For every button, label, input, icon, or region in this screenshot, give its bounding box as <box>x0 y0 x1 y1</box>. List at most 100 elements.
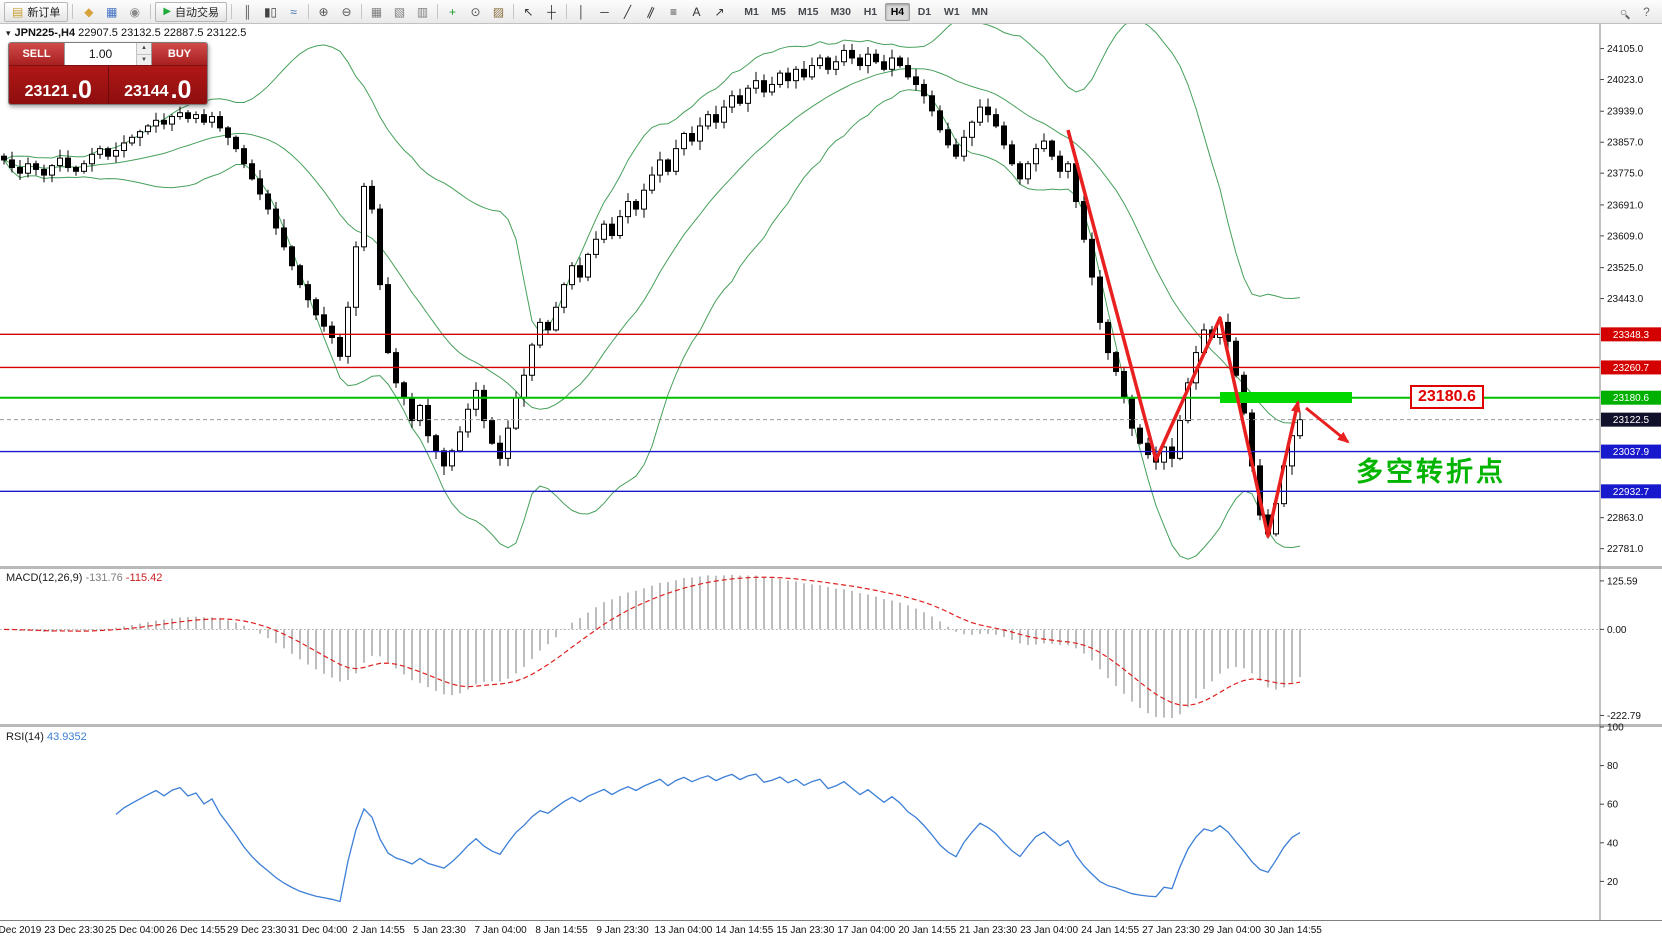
cursor-button[interactable]: ↖ <box>517 2 540 22</box>
timeframe-mn[interactable]: MN <box>967 3 993 21</box>
price-level-label: 23037.9 <box>1613 447 1650 458</box>
time-axis-label: 8 Jan 14:55 <box>535 925 588 936</box>
zoom-in-button[interactable]: ⊕ <box>312 2 335 22</box>
candlestick-chart-button[interactable]: ▮▯ <box>259 2 282 22</box>
horizontal-line-button[interactable]: ─ <box>593 2 616 22</box>
sell-button[interactable]: SELL <box>9 43 64 65</box>
timeframe-h4[interactable]: H4 <box>884 2 910 21</box>
time-axis-label: 15 Jan 23:30 <box>776 925 835 936</box>
chart-ohlc-header: ▾ JPN225-,H4 22907.5 23132.5 22887.5 2312… <box>6 27 246 39</box>
red-zigzag-arrow[interactable] <box>1066 129 1301 538</box>
bars-chart-button[interactable]: ║ <box>236 2 259 22</box>
arrange-windows-button[interactable]: ▥ <box>411 2 434 22</box>
fibonacci-button[interactable]: ≡ <box>662 2 685 22</box>
rsi-tick: 20 <box>1607 877 1619 888</box>
macd-indicator-label: MACD(12,26,9) -131.76 -115.42 <box>6 572 162 584</box>
channel-icon: ∥ <box>644 3 657 20</box>
price-tick: 23525.0 <box>1607 263 1644 274</box>
price-level-label: 23260.7 <box>1613 363 1650 374</box>
search-icon: ○ <box>1619 4 1628 19</box>
volume-stepper: ▲ ▼ <box>136 43 151 65</box>
green-zone-rect[interactable] <box>1220 392 1352 403</box>
help-button[interactable]: ? <box>1635 2 1658 22</box>
line-chart-icon: ≈ <box>290 4 297 19</box>
sounds-button[interactable]: ◉ <box>123 2 146 22</box>
timeframe-m15[interactable]: M15 <box>793 3 823 21</box>
price-level-box <box>1601 412 1661 427</box>
volume-down-button[interactable]: ▼ <box>137 54 151 65</box>
price-level-box <box>1601 444 1661 459</box>
trendline-button[interactable]: ╱ <box>616 2 639 22</box>
tile-windows-icon: ▦ <box>370 4 383 19</box>
periods-button[interactable]: ⊙ <box>464 2 487 22</box>
time-axis-label: 17 Jan 04:00 <box>837 925 896 936</box>
buy-price-button[interactable]: 23144.0 <box>108 66 207 104</box>
time-axis-label: 7 Jan 04:00 <box>474 925 527 936</box>
timeframe-h1[interactable]: H1 <box>858 3 883 21</box>
new-order-label: 新订单 <box>27 6 61 19</box>
buy-button[interactable]: BUY <box>152 43 207 65</box>
price-tag-23180[interactable]: 23180.6 <box>1410 385 1484 409</box>
red-projection-arrow[interactable] <box>1305 406 1350 444</box>
add-indicator-button[interactable]: + <box>441 2 464 22</box>
timeframe-m1[interactable]: M1 <box>739 3 764 21</box>
rsi-tick: 80 <box>1607 761 1619 772</box>
buy-price-main: 23144 <box>124 83 169 100</box>
timeframe-m5[interactable]: M5 <box>766 3 791 21</box>
symbol-period-label: JPN225-,H4 <box>14 27 76 39</box>
time-axis-label: 5 Jan 23:30 <box>413 925 466 936</box>
channel-button[interactable]: ∥ <box>639 2 662 22</box>
volume-up-button[interactable]: ▲ <box>137 43 151 55</box>
timeframe-w1[interactable]: W1 <box>939 3 965 21</box>
timeframe-m30[interactable]: M30 <box>825 3 855 21</box>
rsi-tick: 60 <box>1607 800 1619 811</box>
text-label-button[interactable]: A <box>685 2 708 22</box>
time-axis-label: 23 Jan 04:00 <box>1020 925 1079 936</box>
macd-signal-value: -115.42 <box>125 572 163 584</box>
toolbar-separator <box>361 4 363 19</box>
time-axis-label: 23 Dec 23:30 <box>44 925 104 936</box>
vertical-line-icon: │ <box>577 4 586 19</box>
new-order-button[interactable]: ▤ 新订单 <box>4 1 69 22</box>
one-click-trading-widget: SELL ▲ ▼ BUY 23121.0 23144.0 <box>8 42 208 105</box>
crosshair-icon: ┼ <box>547 4 556 19</box>
time-axis-label: 14 Jan 14:55 <box>715 925 774 936</box>
time-axis-label: 2 Jan 14:55 <box>352 925 405 936</box>
line-chart-button[interactable]: ≈ <box>282 2 305 22</box>
market-watch-button[interactable]: ▦ <box>100 2 123 22</box>
time-axis-label: 25 Dec 04:00 <box>105 925 165 936</box>
sell-price-pips: .0 <box>71 76 92 104</box>
price-level-label: 23348.3 <box>1613 330 1650 341</box>
macd-tick: 125.59 <box>1607 576 1638 587</box>
search-button[interactable]: ○ <box>1612 2 1635 22</box>
volume-input[interactable] <box>65 43 136 65</box>
zoom-out-button[interactable]: ⊖ <box>335 2 358 22</box>
time-axis-label: 30 Jan 14:55 <box>1264 925 1322 936</box>
trendline-icon: ╱ <box>623 4 632 19</box>
price-level-label: 22932.7 <box>1613 487 1650 498</box>
macd-tick: -222.79 <box>1607 711 1641 722</box>
price-level-label: 23122.5 <box>1613 415 1650 426</box>
time-axis-label: 27 Jan 23:30 <box>1142 925 1200 936</box>
arrows-objects-button[interactable]: ↗ <box>708 2 731 22</box>
vertical-line-button[interactable]: │ <box>570 2 593 22</box>
bull-bear-turning-point-note[interactable]: 多空转折点 <box>1356 457 1506 488</box>
fibonacci-icon: ≡ <box>670 4 678 19</box>
rsi-tick: 100 <box>1607 723 1624 734</box>
price-tick: 24023.0 <box>1607 75 1644 86</box>
cascade-windows-button[interactable]: ▧ <box>388 2 411 22</box>
toolbar-separator <box>308 4 310 19</box>
metaeditor-button[interactable]: ◆ <box>77 2 100 22</box>
price-tick: 23857.0 <box>1607 138 1644 149</box>
crosshair-button[interactable]: ┼ <box>540 2 563 22</box>
timeframe-d1[interactable]: D1 <box>912 3 937 21</box>
tile-windows-button[interactable]: ▦ <box>365 2 388 22</box>
oneclick-collapse-icon[interactable]: ▾ <box>6 28 11 38</box>
sell-price-button[interactable]: 23121.0 <box>9 66 109 104</box>
autotrading-button[interactable]: ▶ 自动交易 <box>155 1 228 22</box>
templates-button[interactable]: ▨ <box>487 2 510 22</box>
sell-price-main: 23121 <box>24 83 70 100</box>
market-watch-icon: ▦ <box>106 4 118 19</box>
